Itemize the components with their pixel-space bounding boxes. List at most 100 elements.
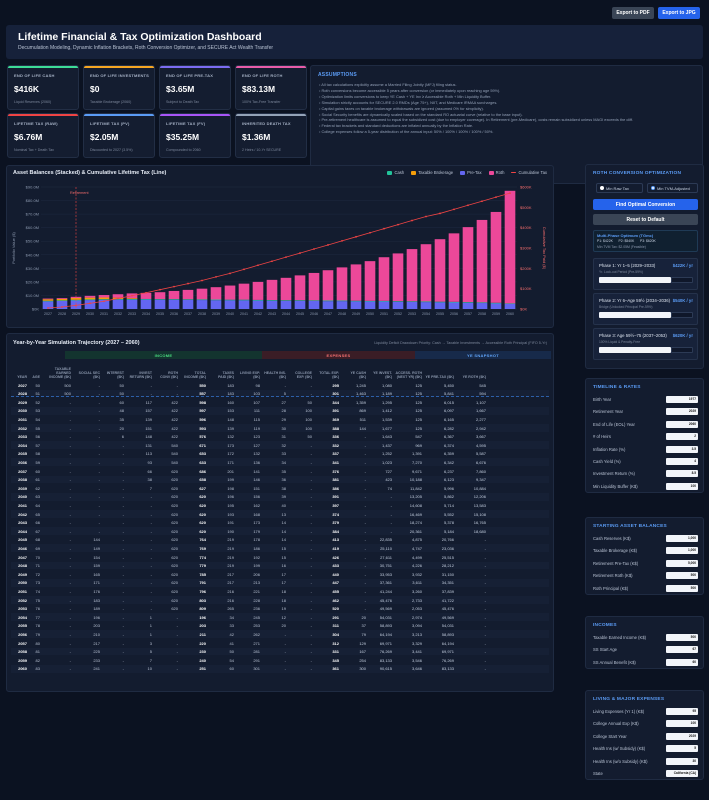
column-header[interactable]: COLLEGE EXP. ($K) <box>295 370 312 379</box>
setting-input[interactable]: 500 <box>666 572 698 580</box>
column-header[interactable]: TAXES PAID ($K) <box>218 370 234 379</box>
reset-default-button[interactable]: Reset to Default <box>593 214 698 225</box>
table-cell: - <box>364 580 366 586</box>
table-cell: - <box>310 468 312 474</box>
column-header[interactable]: SOCIAL SEC ($K) <box>78 370 100 379</box>
table-cell: - <box>364 494 366 500</box>
kpi-note: Compounded to 2060 <box>166 148 201 152</box>
bar-segment <box>490 211 502 303</box>
bar-segment <box>168 299 180 300</box>
setting-input[interactable]: 67 <box>666 646 698 654</box>
column-header[interactable]: TOTAL EXP. ($K) <box>319 370 339 379</box>
phase-slider[interactable] <box>599 347 671 353</box>
table-cell: 60 <box>229 666 234 672</box>
bar-segment <box>98 299 110 300</box>
table-cell: 620 <box>171 477 178 483</box>
tax-point <box>271 260 273 263</box>
setting-input[interactable]: 2060 <box>666 420 698 428</box>
setting-input[interactable]: 5,000 <box>666 559 698 567</box>
table-cell: - <box>69 563 71 569</box>
column-header[interactable]: ACCESS. ROTH (NEXT YR) ($K) <box>395 370 422 379</box>
roth-title: ROTH CONVERSION OPTIMIZATION <box>593 171 682 176</box>
setting-input[interactable]: 500 <box>666 634 698 641</box>
table-cell: 620 <box>171 511 178 517</box>
find-optimal-button[interactable]: Find Optimal Conversion <box>593 199 698 210</box>
kpi-accent <box>8 114 78 116</box>
table-cell: 7 <box>149 485 152 491</box>
phase-slider[interactable] <box>599 277 671 283</box>
table-cell: 50 <box>35 382 40 388</box>
column-header[interactable]: YE CASH ($K) <box>350 370 366 379</box>
bar-segment <box>280 300 292 309</box>
column-header[interactable]: YE PRE-TAX ($K) <box>425 374 454 379</box>
table-cell: 179 <box>253 528 260 534</box>
table-cell: 545 <box>479 382 486 388</box>
column-header[interactable]: YEAR <box>17 374 27 379</box>
setting-input[interactable]: 60 <box>666 658 698 666</box>
phase-slider[interactable] <box>599 312 671 318</box>
table-cell: 50 <box>119 382 124 388</box>
column-header[interactable]: ROTH CONV ($K) <box>160 370 178 379</box>
table-cell: 117 <box>145 399 152 405</box>
table-cell: 2052 <box>18 597 27 603</box>
column-header[interactable]: INTEREST ($K) <box>106 370 124 379</box>
table-cell: 620 <box>171 528 178 534</box>
setting-input[interactable]: 30 <box>666 757 698 765</box>
setting-input[interactable]: 5 <box>666 745 698 753</box>
column-header[interactable]: HEALTH INS. ($K) <box>264 370 286 379</box>
setting-input[interactable]: 100 <box>666 720 698 728</box>
table-row: 2034 57 - - - 131 540 671 173 127 32 - 332 - 1,437 969 6… <box>11 441 549 450</box>
table-cell: - <box>310 554 312 560</box>
living-panel: LIVING & MAJOR EXPENSES Living Expenses (… <box>585 690 704 781</box>
table-cell: - <box>484 623 486 629</box>
setting-input[interactable]: 1,000 <box>666 535 698 542</box>
setting-input[interactable]: 500 <box>666 584 698 592</box>
table-cell: 253 <box>253 623 260 629</box>
column-header[interactable]: TAXABLE EARNED INCOME ($K) <box>49 366 71 379</box>
bar-segment <box>252 281 264 300</box>
setting-input[interactable]: 2029 <box>666 732 698 740</box>
radio-icon[interactable] <box>651 186 655 190</box>
table-cell: 540 <box>171 459 178 465</box>
option-min-tvm[interactable]: Min TVM-Adjusted <box>647 183 698 193</box>
column-header[interactable]: YE INVEST. ($K) <box>373 370 392 379</box>
setting-input[interactable]: 2 <box>666 433 698 441</box>
table-row: 2043 66 - - - - 620 620 191 173 14 - 379 - - 18,274 5,37… <box>11 519 549 527</box>
table-cell: 331 <box>332 649 339 655</box>
setting-input[interactable]: California (CA) <box>666 770 698 777</box>
table-cell: 131 <box>145 442 152 448</box>
table-cell: 413 <box>332 537 339 543</box>
table-cell: 53 <box>35 408 40 414</box>
column-header[interactable]: TOTAL INCOME ($K) <box>184 370 206 379</box>
setting-input[interactable]: 8.5 <box>666 470 698 478</box>
setting-input[interactable]: 1,000 <box>666 547 698 555</box>
option-min-raw[interactable]: Min Raw Tax <box>596 183 643 193</box>
table-cell: - <box>150 537 152 543</box>
setting-input[interactable]: 3.5 <box>666 445 698 453</box>
phase-input[interactable] <box>671 347 693 353</box>
column-header[interactable]: YE ROTH ($K) <box>462 374 486 379</box>
column-header[interactable]: INVEST RETURN ($K) <box>129 370 152 379</box>
phase-input[interactable] <box>671 277 693 283</box>
export-jpg-button[interactable]: Export to JPG <box>658 7 700 19</box>
table-cell: 422 <box>171 408 178 414</box>
setting-input[interactable]: 2029 <box>666 408 698 416</box>
bar-segment <box>462 302 474 303</box>
column-header[interactable]: AGE <box>32 374 40 379</box>
setting-input[interactable]: 100 <box>666 482 698 490</box>
table-cell: 40 <box>281 502 286 508</box>
table-row: 2054 77 - 196 - 1 - 196 34 245 12 - 291 20 54,031 2,974… <box>11 613 549 622</box>
column-header[interactable]: LIVING EXP. ($K) <box>239 370 260 379</box>
phase-input[interactable] <box>671 312 693 318</box>
setting-input[interactable]: 95 <box>666 708 698 715</box>
setting-input[interactable]: 1977 <box>666 396 698 403</box>
setting-input[interactable]: 4 <box>666 458 698 465</box>
radio-icon[interactable] <box>600 186 604 190</box>
x-tick-label: 2030 <box>86 312 94 316</box>
table-cell: - <box>122 614 124 620</box>
table-cell: 31 <box>281 434 286 440</box>
export-pdf-button[interactable]: Export to PDF <box>612 7 654 19</box>
table-cell: 785 <box>199 571 206 577</box>
setting-label: Retirement Roth (K$) <box>593 573 633 579</box>
table-cell: 2058 <box>18 649 27 655</box>
